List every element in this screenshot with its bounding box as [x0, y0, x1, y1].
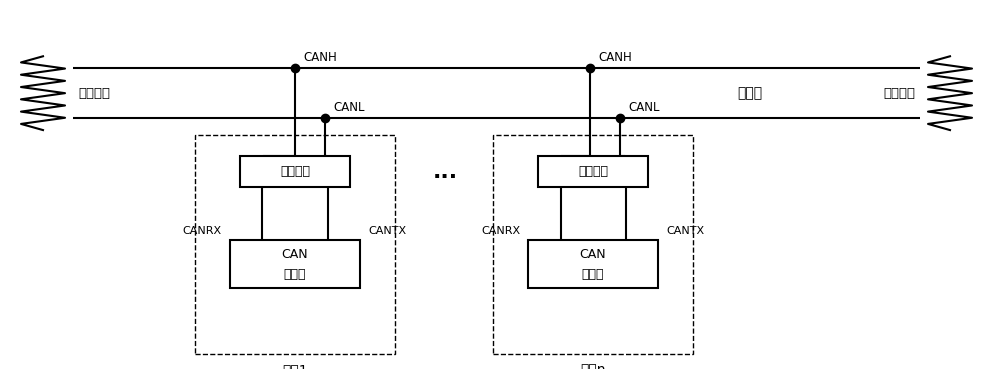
Text: CAN: CAN	[282, 248, 308, 261]
Text: 终端电阻: 终端电阻	[78, 87, 110, 100]
Text: CANH: CANH	[598, 51, 632, 64]
Text: CANTX: CANTX	[368, 225, 406, 236]
Bar	[13, 56, 73, 130]
Bar	[538, 156, 648, 187]
Text: 节点n: 节点n	[580, 363, 606, 369]
Text: CAN: CAN	[580, 248, 606, 261]
Bar	[920, 56, 980, 130]
Text: CANRX: CANRX	[183, 225, 222, 236]
Text: 控制器: 控制器	[284, 268, 306, 282]
Text: 节点1: 节点1	[282, 363, 308, 369]
Bar	[195, 135, 395, 354]
Bar	[493, 135, 693, 354]
Text: CANH: CANH	[303, 51, 337, 64]
Text: CANTX: CANTX	[666, 225, 704, 236]
Text: 驱动芯片: 驱动芯片	[578, 165, 608, 178]
Text: CANL: CANL	[333, 101, 364, 114]
Bar	[230, 240, 360, 288]
Text: CANL: CANL	[628, 101, 660, 114]
Text: 终端电阻: 终端电阻	[883, 87, 915, 100]
Text: 双绞线: 双绞线	[737, 86, 763, 100]
Bar	[528, 240, 658, 288]
Text: CANRX: CANRX	[481, 225, 520, 236]
Text: ···: ···	[432, 167, 458, 187]
Bar	[240, 156, 350, 187]
Text: 控制器: 控制器	[582, 268, 604, 282]
Text: 驱动芯片: 驱动芯片	[280, 165, 310, 178]
